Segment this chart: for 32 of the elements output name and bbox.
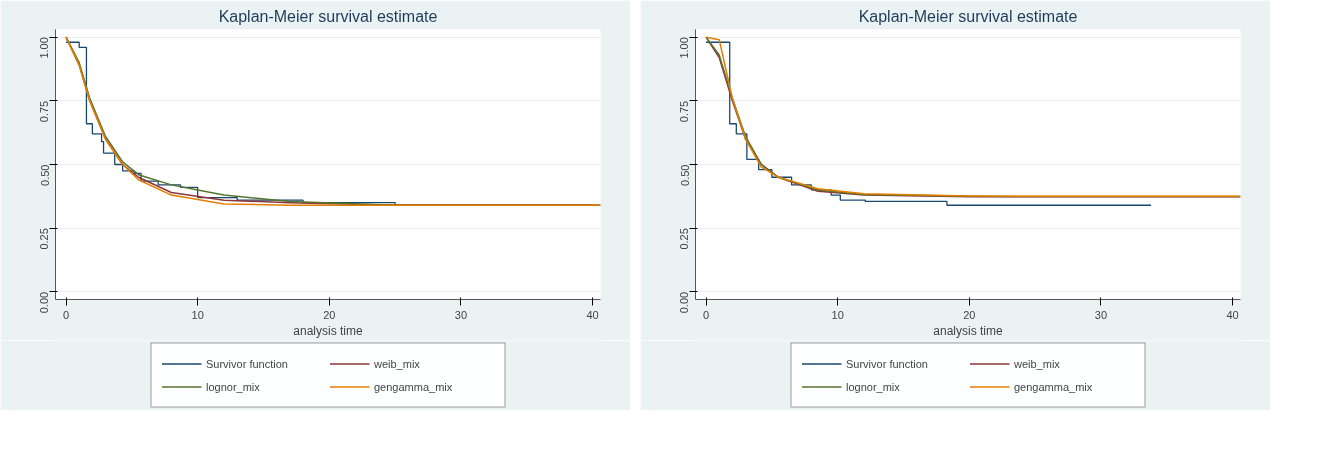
y-tick-label: 0.50 <box>678 164 691 186</box>
x-tick-label: 30 <box>1094 308 1108 321</box>
y-tick-label: 0.25 <box>38 228 51 250</box>
x-tick-label: 30 <box>454 308 468 321</box>
y-tick-label: 0.75 <box>678 100 691 123</box>
legend-label: gengamma_mix <box>1014 380 1094 393</box>
legend-label: weib_mix <box>374 357 421 370</box>
x-tick-label: 0 <box>62 308 70 321</box>
y-tick-label: 0.00 <box>678 291 691 314</box>
legend-label: lognor_mix <box>846 380 901 393</box>
x-tick-label: 20 <box>323 308 336 321</box>
legend-label: Survivor function <box>206 357 289 370</box>
legend-label: gengamma_mix <box>374 380 454 393</box>
y-tick-label: 0.25 <box>678 228 691 250</box>
x-tick-label: 10 <box>831 308 844 321</box>
chart-title: Kaplan-Meier survival estimate <box>858 7 1078 25</box>
legend-label: Survivor function <box>846 357 929 370</box>
y-tick-label: 0.75 <box>38 100 51 123</box>
x-tick-label: 40 <box>1226 308 1239 321</box>
x-tick-label: 40 <box>586 308 599 321</box>
y-tick-label: 1.00 <box>38 37 51 59</box>
x-axis-title: analysis time <box>293 323 363 338</box>
x-axis-title: analysis time <box>933 323 1003 338</box>
x-tick-label: 20 <box>963 308 976 321</box>
y-tick-label: 0.00 <box>38 291 51 314</box>
legend-label: lognor_mix <box>206 380 261 393</box>
x-tick-label: 0 <box>702 308 710 321</box>
chart-title: Kaplan-Meier survival estimate <box>218 7 438 25</box>
y-tick-label: 1.00 <box>678 37 691 59</box>
y-tick-label: 0.50 <box>38 164 51 186</box>
x-tick-label: 10 <box>191 308 204 321</box>
legend-label: weib_mix <box>1014 357 1061 370</box>
